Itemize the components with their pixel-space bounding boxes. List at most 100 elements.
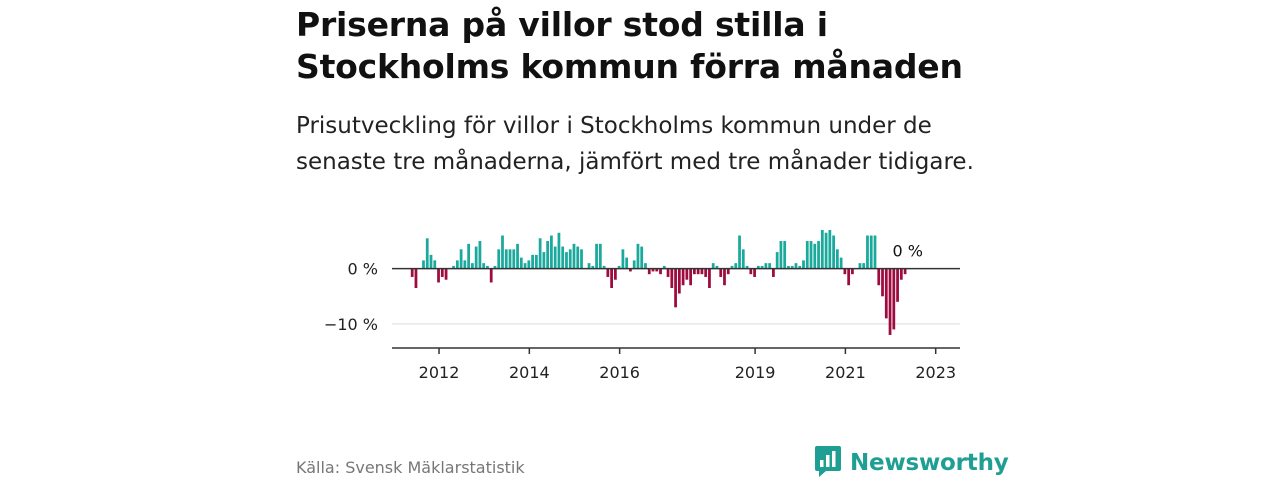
bar xyxy=(629,268,632,272)
bar xyxy=(606,268,610,277)
chart-subtitle: Prisutveckling för villor i Stockholms k… xyxy=(296,113,974,175)
bar xyxy=(787,265,790,269)
bar xyxy=(877,268,881,286)
bar xyxy=(565,252,568,269)
bar xyxy=(546,241,550,269)
bar xyxy=(775,252,779,269)
bar xyxy=(414,268,418,288)
bar xyxy=(820,230,824,269)
bar xyxy=(884,268,888,319)
bar xyxy=(835,249,839,269)
bar xyxy=(587,263,591,269)
bar xyxy=(730,265,734,269)
bar xyxy=(756,265,760,269)
bar xyxy=(696,268,700,275)
bar xyxy=(455,260,459,269)
newsworthy-logo-icon xyxy=(814,444,842,482)
x-tick-label: 2021 xyxy=(825,363,866,382)
bar xyxy=(557,232,561,269)
y-tick-label: −10 % xyxy=(324,315,378,334)
bar xyxy=(899,268,903,280)
bar xyxy=(651,268,655,272)
bar xyxy=(749,268,753,275)
bar xyxy=(805,241,809,269)
bar xyxy=(726,268,730,275)
bar xyxy=(433,260,437,269)
bar xyxy=(681,268,685,286)
bar xyxy=(711,263,715,269)
bar xyxy=(561,246,565,269)
bar xyxy=(839,257,843,269)
bar xyxy=(478,241,482,269)
bar xyxy=(779,241,783,269)
bar xyxy=(741,249,745,269)
x-tick-label: 2012 xyxy=(419,363,460,382)
chart-title: Priserna på villor stod stilla i Stockho… xyxy=(296,5,963,86)
bar xyxy=(685,268,689,280)
chart-card: Priserna på villor stod stilla i Stockho… xyxy=(296,0,1009,480)
bar xyxy=(463,260,467,269)
bar xyxy=(719,268,723,277)
bar xyxy=(516,243,519,269)
x-tick-label: 2016 xyxy=(599,363,640,382)
bar xyxy=(553,246,557,269)
bar xyxy=(764,263,768,269)
x-tick-label: 2019 xyxy=(735,363,776,382)
bar-chart: 0 % −10 % 2012 2014 2016 2019 2021 2023 0 % xyxy=(296,222,986,392)
bar xyxy=(474,246,478,269)
bar xyxy=(501,235,504,269)
bar xyxy=(459,249,463,269)
bar xyxy=(508,249,512,269)
bar xyxy=(512,249,516,269)
bar xyxy=(693,268,696,275)
bar xyxy=(444,268,448,280)
bar xyxy=(429,254,433,269)
bar xyxy=(636,243,640,269)
bar xyxy=(610,268,613,288)
bar xyxy=(813,243,817,269)
bar xyxy=(666,268,670,277)
bar xyxy=(847,268,851,286)
bar xyxy=(832,235,835,269)
bar xyxy=(689,268,693,286)
bar xyxy=(489,268,493,283)
bar xyxy=(542,252,546,269)
bar xyxy=(437,268,440,283)
bar xyxy=(862,263,866,269)
bar xyxy=(851,268,854,275)
bar xyxy=(772,268,775,277)
bar xyxy=(482,263,486,269)
bar xyxy=(723,268,726,286)
bar xyxy=(410,268,414,277)
bar xyxy=(738,235,741,269)
brand[interactable]: Newsworthy xyxy=(814,446,1009,480)
bar xyxy=(903,268,907,275)
bar xyxy=(568,249,572,269)
bar xyxy=(440,268,444,277)
x-tick-label: 2014 xyxy=(509,363,550,382)
bar xyxy=(768,263,772,269)
bar xyxy=(602,265,606,269)
bar xyxy=(452,265,455,269)
bar xyxy=(802,260,805,269)
bar xyxy=(674,268,677,308)
bar xyxy=(783,241,787,269)
bar xyxy=(422,260,425,269)
bar xyxy=(632,260,636,269)
bar xyxy=(493,265,497,269)
bar xyxy=(550,235,553,269)
bar xyxy=(700,268,704,275)
bar xyxy=(647,268,651,275)
bar xyxy=(644,263,647,269)
bar xyxy=(760,265,764,269)
bar xyxy=(828,230,832,269)
bar xyxy=(745,265,749,269)
latest-value-label: 0 % xyxy=(892,242,922,261)
bar xyxy=(519,257,523,269)
bar xyxy=(881,268,884,297)
bar xyxy=(527,260,531,269)
bar xyxy=(798,265,802,269)
bar xyxy=(753,268,756,277)
bar xyxy=(534,254,538,269)
bar xyxy=(425,238,429,269)
